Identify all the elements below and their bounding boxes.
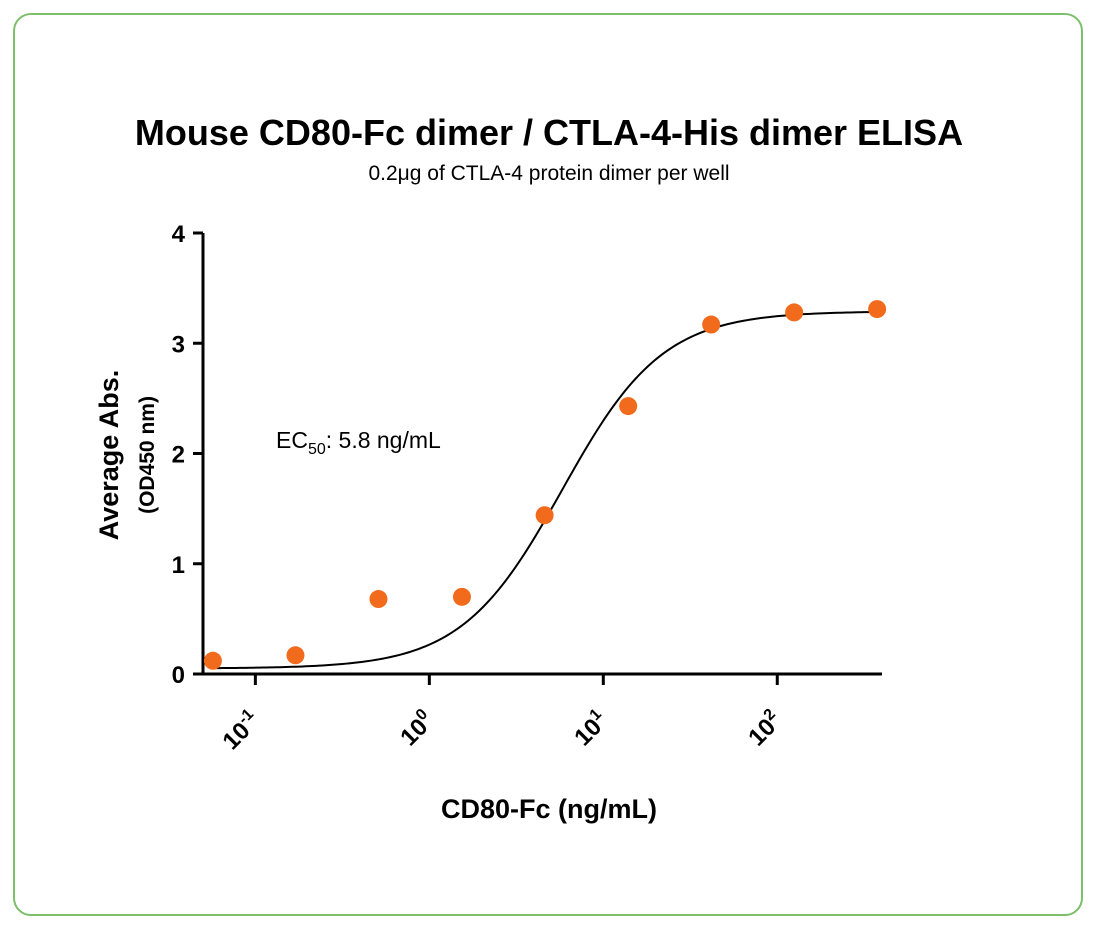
y-axis-sublabel: (OD450 nm)	[136, 396, 159, 514]
ec50-annotation: EC50: 5.8 ng/mL	[276, 427, 441, 458]
chart-title: Mouse CD80-Fc dimer / CTLA-4-His dimer E…	[135, 112, 963, 153]
data-point	[785, 303, 804, 322]
data-point	[535, 506, 554, 525]
x-tick-label: 100	[394, 706, 440, 752]
data-point	[868, 300, 887, 319]
fit-curve	[212, 310, 878, 670]
y-tick-label: 0	[172, 662, 185, 689]
data-point	[286, 646, 305, 665]
y-axis-title: Average Abs. (OD450 nm)	[94, 370, 159, 541]
x-tick-label: 102	[742, 706, 788, 752]
data-point	[702, 315, 721, 334]
chart-frame	[13, 13, 1083, 916]
ec50-subscript: 50	[308, 441, 326, 458]
data-point	[203, 651, 222, 670]
y-tick-label: 2	[172, 442, 185, 469]
chart-subtitle: 0.2μg of CTLA-4 protein dimer per well	[368, 162, 729, 185]
ec50-value: : 5.8 ng/mL	[326, 427, 441, 453]
y-ticks: 0 1 2 3 4	[172, 221, 203, 689]
x-axis-label: CD80-Fc (ng/mL)	[441, 794, 657, 824]
x-ticks: 10-1 100 101 102	[216, 674, 788, 756]
fit-curve-layer	[212, 310, 878, 670]
data-point	[369, 590, 388, 609]
y-tick-label: 1	[172, 552, 185, 579]
axes	[201, 233, 882, 676]
x-tick-label: 10-1	[216, 706, 266, 756]
data-point	[452, 587, 471, 606]
ec50-prefix: EC	[276, 427, 308, 453]
data-points	[203, 300, 887, 670]
y-axis-label: Average Abs.	[94, 370, 124, 541]
y-tick-label: 4	[172, 221, 186, 248]
x-tick-label: 101	[568, 706, 614, 752]
y-tick-label: 3	[172, 331, 185, 358]
data-point	[619, 397, 638, 416]
